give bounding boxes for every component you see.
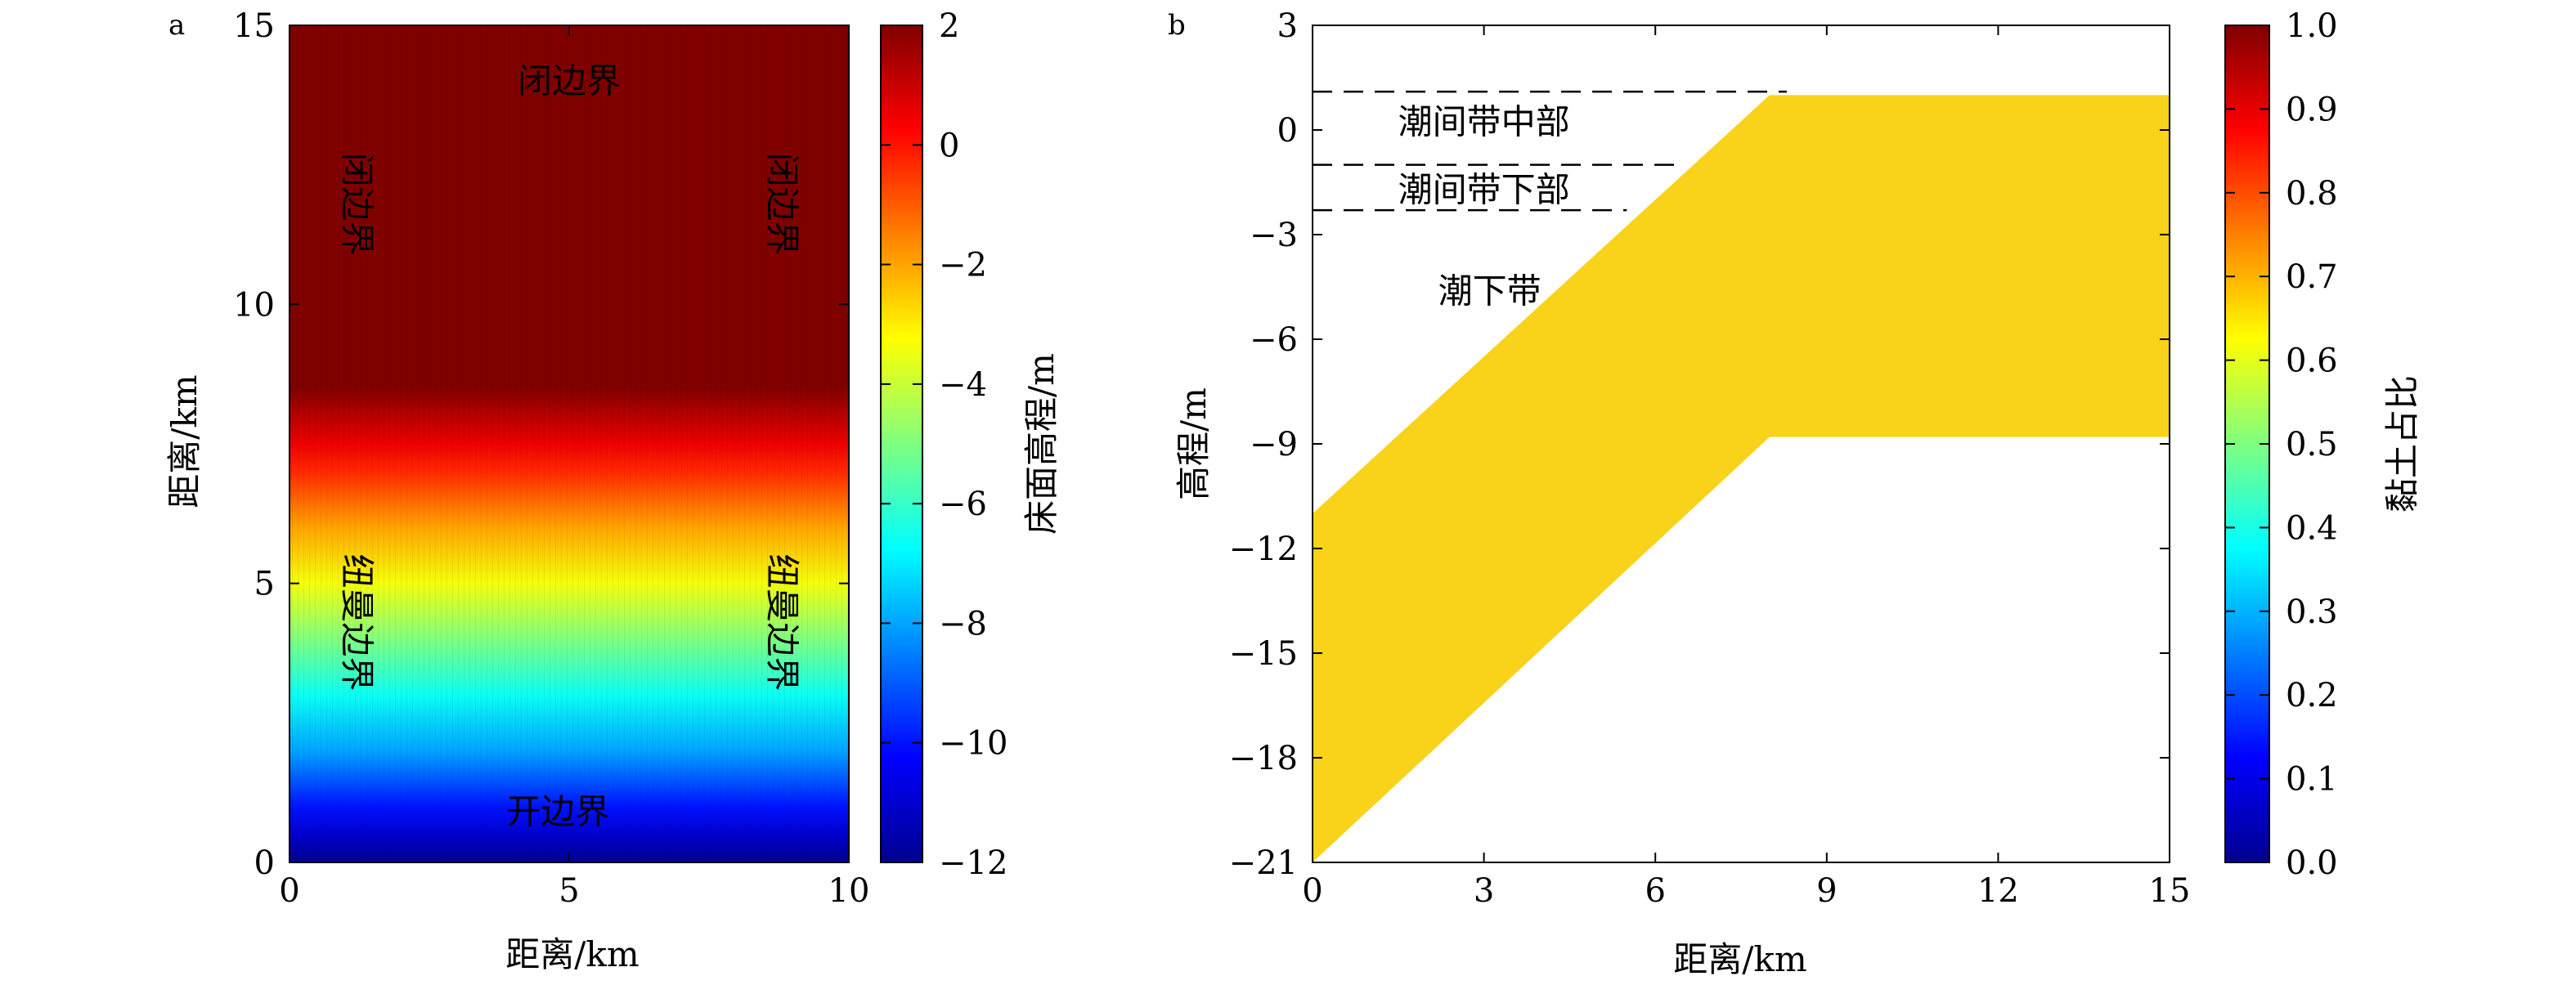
y-tick-label-b: 0 bbox=[1277, 112, 1298, 150]
colorbar-label-a: 床面高程/m bbox=[1021, 353, 1061, 535]
heatmap-texture bbox=[289, 25, 849, 862]
y-tick-label-a: 5 bbox=[254, 566, 275, 603]
clay-area bbox=[1313, 95, 2170, 863]
x-tick-label-b: 9 bbox=[1816, 872, 1837, 910]
y-tick-label-b: −18 bbox=[1229, 740, 1298, 777]
boundary-label: 闭边界 bbox=[762, 152, 802, 255]
colorbar-tick-label-a: −4 bbox=[939, 366, 987, 404]
panel-b-label: b bbox=[1168, 9, 1186, 42]
colorbar-tick-label-b: 0.9 bbox=[2286, 91, 2338, 128]
colorbar-label-b: 黏土占比 bbox=[2382, 375, 2422, 513]
zone-label: 潮间带中部 bbox=[1398, 101, 1570, 141]
panel-a-label: a bbox=[168, 9, 185, 42]
y-tick-label-a: 15 bbox=[233, 7, 275, 45]
y-tick-label-b: −3 bbox=[1250, 217, 1298, 254]
colorbar-tick-label-a: −8 bbox=[939, 605, 987, 643]
y-tick-label-b: −15 bbox=[1229, 635, 1298, 673]
x-axis-label-b: 距离/km bbox=[1673, 939, 1806, 979]
x-tick-label-a: 10 bbox=[828, 872, 870, 910]
x-tick-label-b: 0 bbox=[1302, 872, 1322, 910]
y-tick-label-b: −12 bbox=[1229, 531, 1298, 568]
y-axis-label-a: 距离/km bbox=[164, 374, 204, 508]
boundary-label: 纽曼边界 bbox=[337, 553, 377, 691]
colorbar-tick-label-b: 0.5 bbox=[2286, 426, 2338, 463]
colorbar-tick-label-a: 0 bbox=[939, 127, 959, 164]
colorbar-tick-label-b: 0.4 bbox=[2286, 509, 2338, 547]
axis-ticks-a: 0 5 10 0 5 10 15 bbox=[233, 7, 869, 910]
colorbar-tick-label-b: 0.6 bbox=[2286, 343, 2338, 380]
y-tick-label-b: 3 bbox=[1277, 7, 1298, 45]
colorbar-tick-label-b: 1.0 bbox=[2286, 7, 2338, 45]
x-tick-label-a: 5 bbox=[559, 872, 579, 910]
boundary-label: 闭边界 bbox=[337, 152, 377, 255]
colorbar-tick-label-b: 0.2 bbox=[2286, 677, 2338, 714]
y-tick-label-a: 10 bbox=[233, 286, 275, 324]
colorbar-tick-label-b: 0.7 bbox=[2286, 258, 2338, 296]
colorbar-tick-label-b: 0.0 bbox=[2286, 844, 2338, 882]
colorbar-tick-label-a: −6 bbox=[939, 486, 987, 523]
zone-label: 潮间带下部 bbox=[1398, 170, 1570, 210]
colorbar-a bbox=[880, 25, 923, 863]
colorbar-ticks-a: 2 0 −2 −4 −6 −8 −10 −12 bbox=[881, 7, 1008, 882]
colorbar-tick-label-b: 0.8 bbox=[2286, 175, 2338, 213]
boundary-label: 闭边界 bbox=[518, 60, 621, 101]
colorbar-tick-label-a: 2 bbox=[939, 7, 959, 45]
colorbar-ticks-b: 1.0 0.9 0.8 0.7 0.6 0.5 0.4 0.3 0.2 0.1 0.0 bbox=[2225, 7, 2338, 882]
y-axis-label-b: 高程/m bbox=[1174, 387, 1214, 500]
colorbar-tick-label-a: −10 bbox=[939, 725, 1008, 763]
x-tick-label-b: 15 bbox=[2149, 872, 2191, 910]
colorbar-tick-label-a: −2 bbox=[939, 247, 987, 284]
axis-ticks-b: 0 3 6 9 12 15 3 0 −3 −6 −9 −12 −15 −18 −21 bbox=[1229, 7, 2191, 910]
colorbar-tick-label-a: −12 bbox=[939, 844, 1008, 882]
x-axis-label-a: 距离/km bbox=[505, 934, 639, 974]
zone-label: 潮下带 bbox=[1438, 271, 1542, 311]
zone-dashed-lines bbox=[1313, 90, 1787, 212]
x-tick-label-b: 12 bbox=[1977, 872, 2019, 910]
y-tick-label-b: −6 bbox=[1250, 321, 1298, 359]
y-tick-label-b: −9 bbox=[1250, 426, 1298, 463]
boundary-label: 开边界 bbox=[506, 792, 609, 832]
x-tick-label-b: 6 bbox=[1645, 872, 1665, 910]
colorbar-tick-label-b: 0.1 bbox=[2286, 761, 2338, 799]
x-tick-label-a: 0 bbox=[279, 872, 299, 910]
x-tick-label-b: 3 bbox=[1474, 872, 1494, 910]
boundary-label: 纽曼边界 bbox=[762, 553, 802, 691]
colorbar-tick-label-b: 0.3 bbox=[2286, 593, 2338, 631]
y-tick-label-a: 0 bbox=[254, 844, 275, 882]
y-tick-label-b: −21 bbox=[1229, 844, 1298, 882]
